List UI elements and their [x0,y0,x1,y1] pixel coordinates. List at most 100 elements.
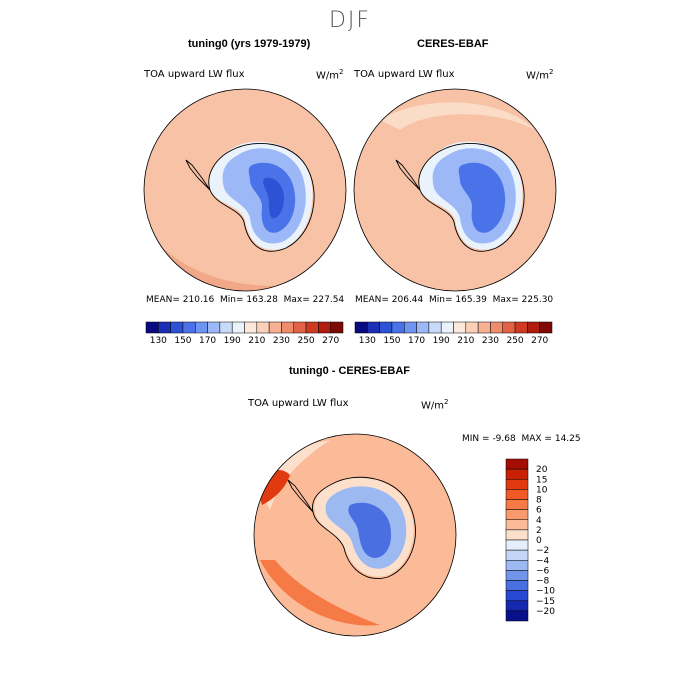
panel2-plateau-inner [458,162,506,233]
panel3-colorbar-tick-label: 20 [536,465,548,475]
panel2-stats: MEAN= 206.44 Min= 165.39 Max= 225.30 [355,295,553,305]
panel1-min-label: Min= [220,295,244,305]
panel3-colorbar-tick-label: 8 [536,496,542,506]
panel2-units-base: W/m [526,70,549,82]
panel2-colorbar-tick-label: 250 [506,336,523,346]
figure-title: DJF [328,8,372,33]
panel2-colorbar-cell [502,321,516,334]
panel1-colorbar-cell [207,321,221,334]
panel3-colorbar-cell [505,549,529,561]
panel3-colorbar-cell [505,468,529,480]
panel3-colorbar-tick-label: −10 [536,587,555,597]
panel2-min-value: 165.39 [455,295,487,305]
panel2-colorbar-cell [490,321,503,334]
panel3-colorbar-cell [505,458,529,470]
panel3-min-value: -9.68 [492,434,516,444]
panel3-colorbar-tick-label: −2 [536,546,549,556]
panel3-colorbar-cell [505,590,529,601]
panel3-colorbar-tick-label: −6 [536,566,550,576]
panel2-colorbar-tick-label: 210 [457,336,474,346]
panel1-variable: TOA upward LW flux [144,69,245,80]
panel2-colorbar-tick-label: 130 [359,336,376,346]
panel2-colorbar-cell [428,321,442,334]
panel2-colorbar-cell [354,321,368,334]
panel3-colorbar-cell [505,519,529,531]
panel2-colorbar-cell [465,321,479,334]
panel3-colorbar-tick-label: −4 [536,556,550,566]
panel3-positive-band [260,560,380,626]
panel3-colorbar-tick-label: −20 [536,607,555,617]
panel1-colorbar-tick-label: 230 [273,336,290,346]
panel1-mean-label: MEAN= [146,295,180,305]
panel2-peninsula-coastline [395,159,421,191]
panel2-colorbar-cell [367,321,380,334]
panel3-colorbar-tick-label: 2 [536,526,542,536]
panel2-colorbar-tick-label: 270 [531,336,548,346]
panel1-colorbar-cell [182,321,196,334]
panel3-units-base: W/m [421,400,444,412]
panel1-colorbar-cell [305,321,319,334]
panel2-mean-label: MEAN= [355,295,389,305]
panel3-map [253,433,457,637]
panel3-max-label: MAX = [521,434,552,444]
panel3-min-label: MIN = [462,434,490,444]
panel3-field [254,434,456,636]
panel1-peninsula-coastline [185,159,211,191]
panel1-units: W/m2 [316,68,343,81]
panel1-colorbar: 130 150 170 190 210 230 250 270 [145,321,344,346]
panel2-colorbar-tick-label: 150 [383,336,400,346]
panel2-title: CERES-EBAF [417,38,489,50]
panel1-colorbar-cell [293,321,307,334]
panel3-colorbar-cell [505,580,529,591]
panel3-colorbar-cell [505,509,529,520]
panel2-colorbar-cell [477,321,491,334]
panel1-max-label: Max= [283,295,310,305]
panel3-colorbar-cell [505,539,529,551]
panel2-colorbar-cell [514,321,528,334]
panel1-stats: MEAN= 210.16 Min= 163.28 Max= 227.54 [146,295,344,305]
panel1-mean-value: 210.16 [182,295,215,305]
panel3-colorbar-cell [505,570,529,581]
panel3-units-sup: 2 [444,398,449,406]
panel2-colorbar: 130 150 170 190 210 230 250 270 [354,321,553,346]
panel1-colorbar-cell [219,321,233,334]
panel1-colorbar-tick-label: 170 [199,336,216,346]
panel1-units-sup: 2 [339,68,344,76]
panel2-colorbar-cell [379,321,393,334]
panel1-colorbar-cell [256,321,270,334]
panel1-colorbar-cell [318,321,331,334]
panel2-mean-value: 206.44 [391,295,424,305]
panel2-colorbar-cell [416,321,430,334]
panel3-colorbar-tick-label: 10 [536,485,548,495]
panel1-colorbar-tick-label: 250 [297,336,314,346]
panel2-colorbar-tick-label: 170 [408,336,425,346]
panel3-negative-inner [348,502,392,558]
panel3-colorbar-cell [505,529,529,541]
panel1-colorbar-tick-label: 150 [174,336,191,346]
panel1-colorbar-cell [195,321,208,334]
panel1-colorbar-cell [170,321,184,334]
panel3-colorbar-tick-label: 0 [536,536,542,546]
panel2-map-border [353,88,557,292]
panel2-colorbar-cell [391,321,405,334]
panel1-colorbar-cell [330,321,344,334]
panel3-colorbar-tick-label: −15 [536,597,555,607]
panel1-colorbar-tick-label: 210 [248,336,265,346]
panel2-field [354,89,556,291]
panel2-colorbar-tick-label: 190 [433,336,450,346]
panel3-colorbar-cell [505,499,529,510]
panel3-max-value: 14.25 [554,434,581,444]
panel1-colorbar-tick-label: 270 [322,336,339,346]
panel3-colorbar-tick-label: 4 [536,516,542,526]
panel3-units: W/m2 [421,398,448,411]
panel1-title: tuning0 (yrs 1979-1979) [188,38,311,50]
panel3-colorbar-tick-label: 15 [536,475,547,485]
panel1-colorbar-cell [145,321,159,334]
panel1-field [144,89,346,291]
panel2-colorbar-cell [440,321,454,334]
panel2-min-label: Min= [429,295,453,305]
panel3-variable: TOA upward LW flux [248,398,349,409]
panel2-colorbar-cell [539,321,553,334]
panel1-units-base: W/m [316,70,339,82]
